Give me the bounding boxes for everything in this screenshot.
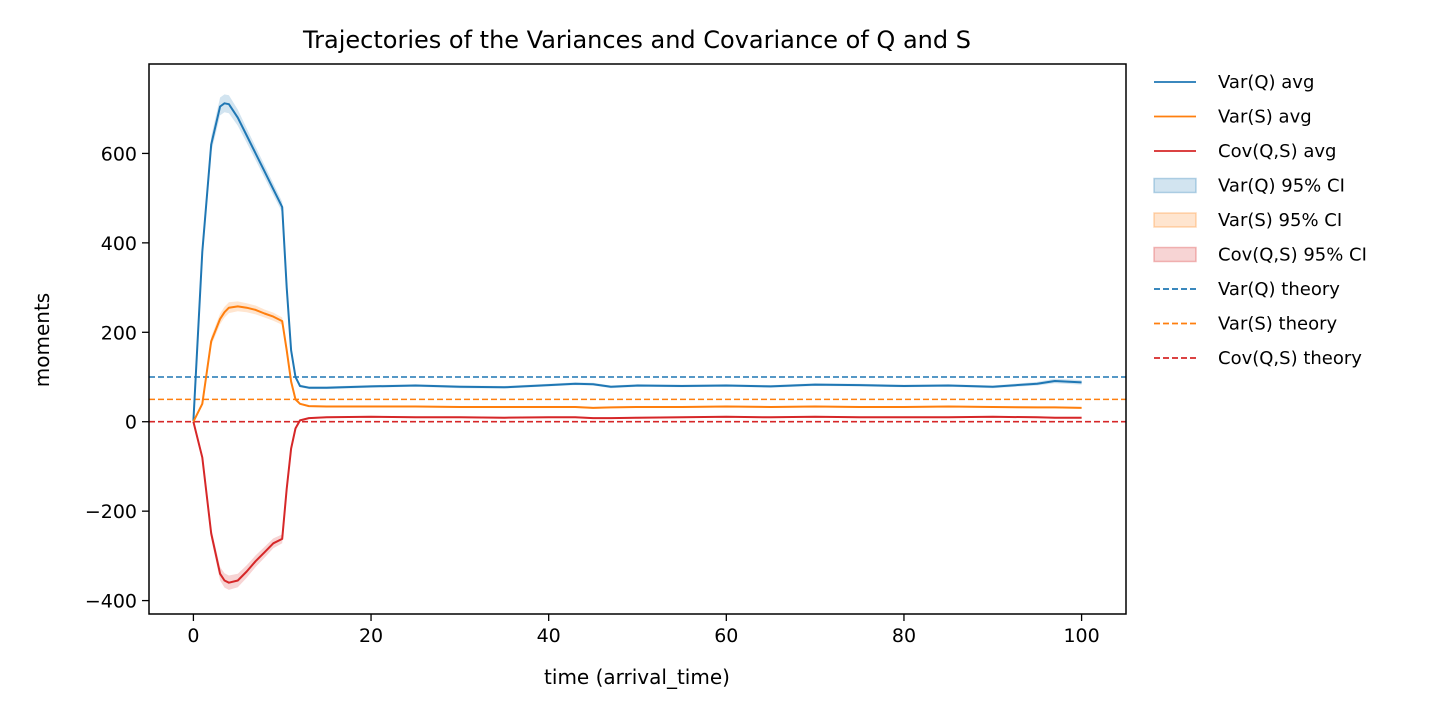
legend-label: Var(Q) theory xyxy=(1218,279,1340,300)
x-axis-label: time (arrival_time) xyxy=(544,665,730,689)
legend-label: Var(Q) 95% CI xyxy=(1218,176,1345,197)
legend-label: Cov(Q,S) avg xyxy=(1218,141,1336,162)
y-tick-label: 0 xyxy=(125,412,137,434)
legend-item: Cov(Q,S) avg xyxy=(1154,141,1336,162)
axes-frame xyxy=(148,63,1127,615)
legend-item: Var(Q) avg xyxy=(1154,72,1314,93)
x-tick-label: 0 xyxy=(187,625,199,647)
ci-band-varQ xyxy=(193,94,1082,422)
plot-area xyxy=(149,94,1126,590)
x-tick-label: 20 xyxy=(359,625,383,647)
y-tick-label: −200 xyxy=(85,501,137,523)
ci-band-varS xyxy=(193,301,1082,423)
y-tick-label: 200 xyxy=(101,322,137,344)
x-tick-label: 40 xyxy=(537,625,561,647)
legend-label: Cov(Q,S) theory xyxy=(1218,348,1362,369)
legend-swatch xyxy=(1153,212,1197,228)
legend-item: Cov(Q,S) theory xyxy=(1154,348,1362,369)
axes: 0 20 40 60 80 100 −400 −200 0 200 400 600 xyxy=(85,63,1127,647)
legend-label: Var(S) avg xyxy=(1218,107,1312,128)
legend-label: Var(S) 95% CI xyxy=(1218,210,1342,231)
legend-item: Var(S) 95% CI xyxy=(1153,210,1342,231)
ci-band-cov xyxy=(193,415,1082,590)
legend-item: Var(Q) 95% CI xyxy=(1153,176,1345,197)
legend-swatch xyxy=(1153,177,1197,194)
x-tick-label: 100 xyxy=(1063,625,1099,647)
chart-title: Trajectories of the Variances and Covari… xyxy=(302,26,971,54)
legend-item: Var(S) theory xyxy=(1154,314,1337,335)
legend-label: Var(Q) avg xyxy=(1218,72,1314,93)
x-tick-label: 60 xyxy=(714,625,738,647)
legend-item: Cov(Q,S) 95% CI xyxy=(1153,245,1367,266)
y-tick-label: 600 xyxy=(101,143,137,165)
y-tick-label: 400 xyxy=(101,233,137,255)
y-axis-label: moments xyxy=(30,293,54,387)
legend-label: Cov(Q,S) 95% CI xyxy=(1218,245,1367,266)
legend-item: Var(S) avg xyxy=(1154,107,1312,128)
series-line-varS xyxy=(192,305,1082,423)
legend-item: Var(Q) theory xyxy=(1154,279,1340,300)
legend-swatch xyxy=(1153,246,1197,263)
legend: Var(Q) avg Var(S) avg Cov(Q,S) avg Var(Q) 9… xyxy=(1153,72,1367,369)
y-tick-label: −400 xyxy=(85,591,137,613)
x-tick-label: 80 xyxy=(892,625,916,647)
series-line-cov xyxy=(192,415,1082,584)
legend-label: Var(S) theory xyxy=(1218,314,1337,335)
series-line-varQ xyxy=(192,102,1082,421)
